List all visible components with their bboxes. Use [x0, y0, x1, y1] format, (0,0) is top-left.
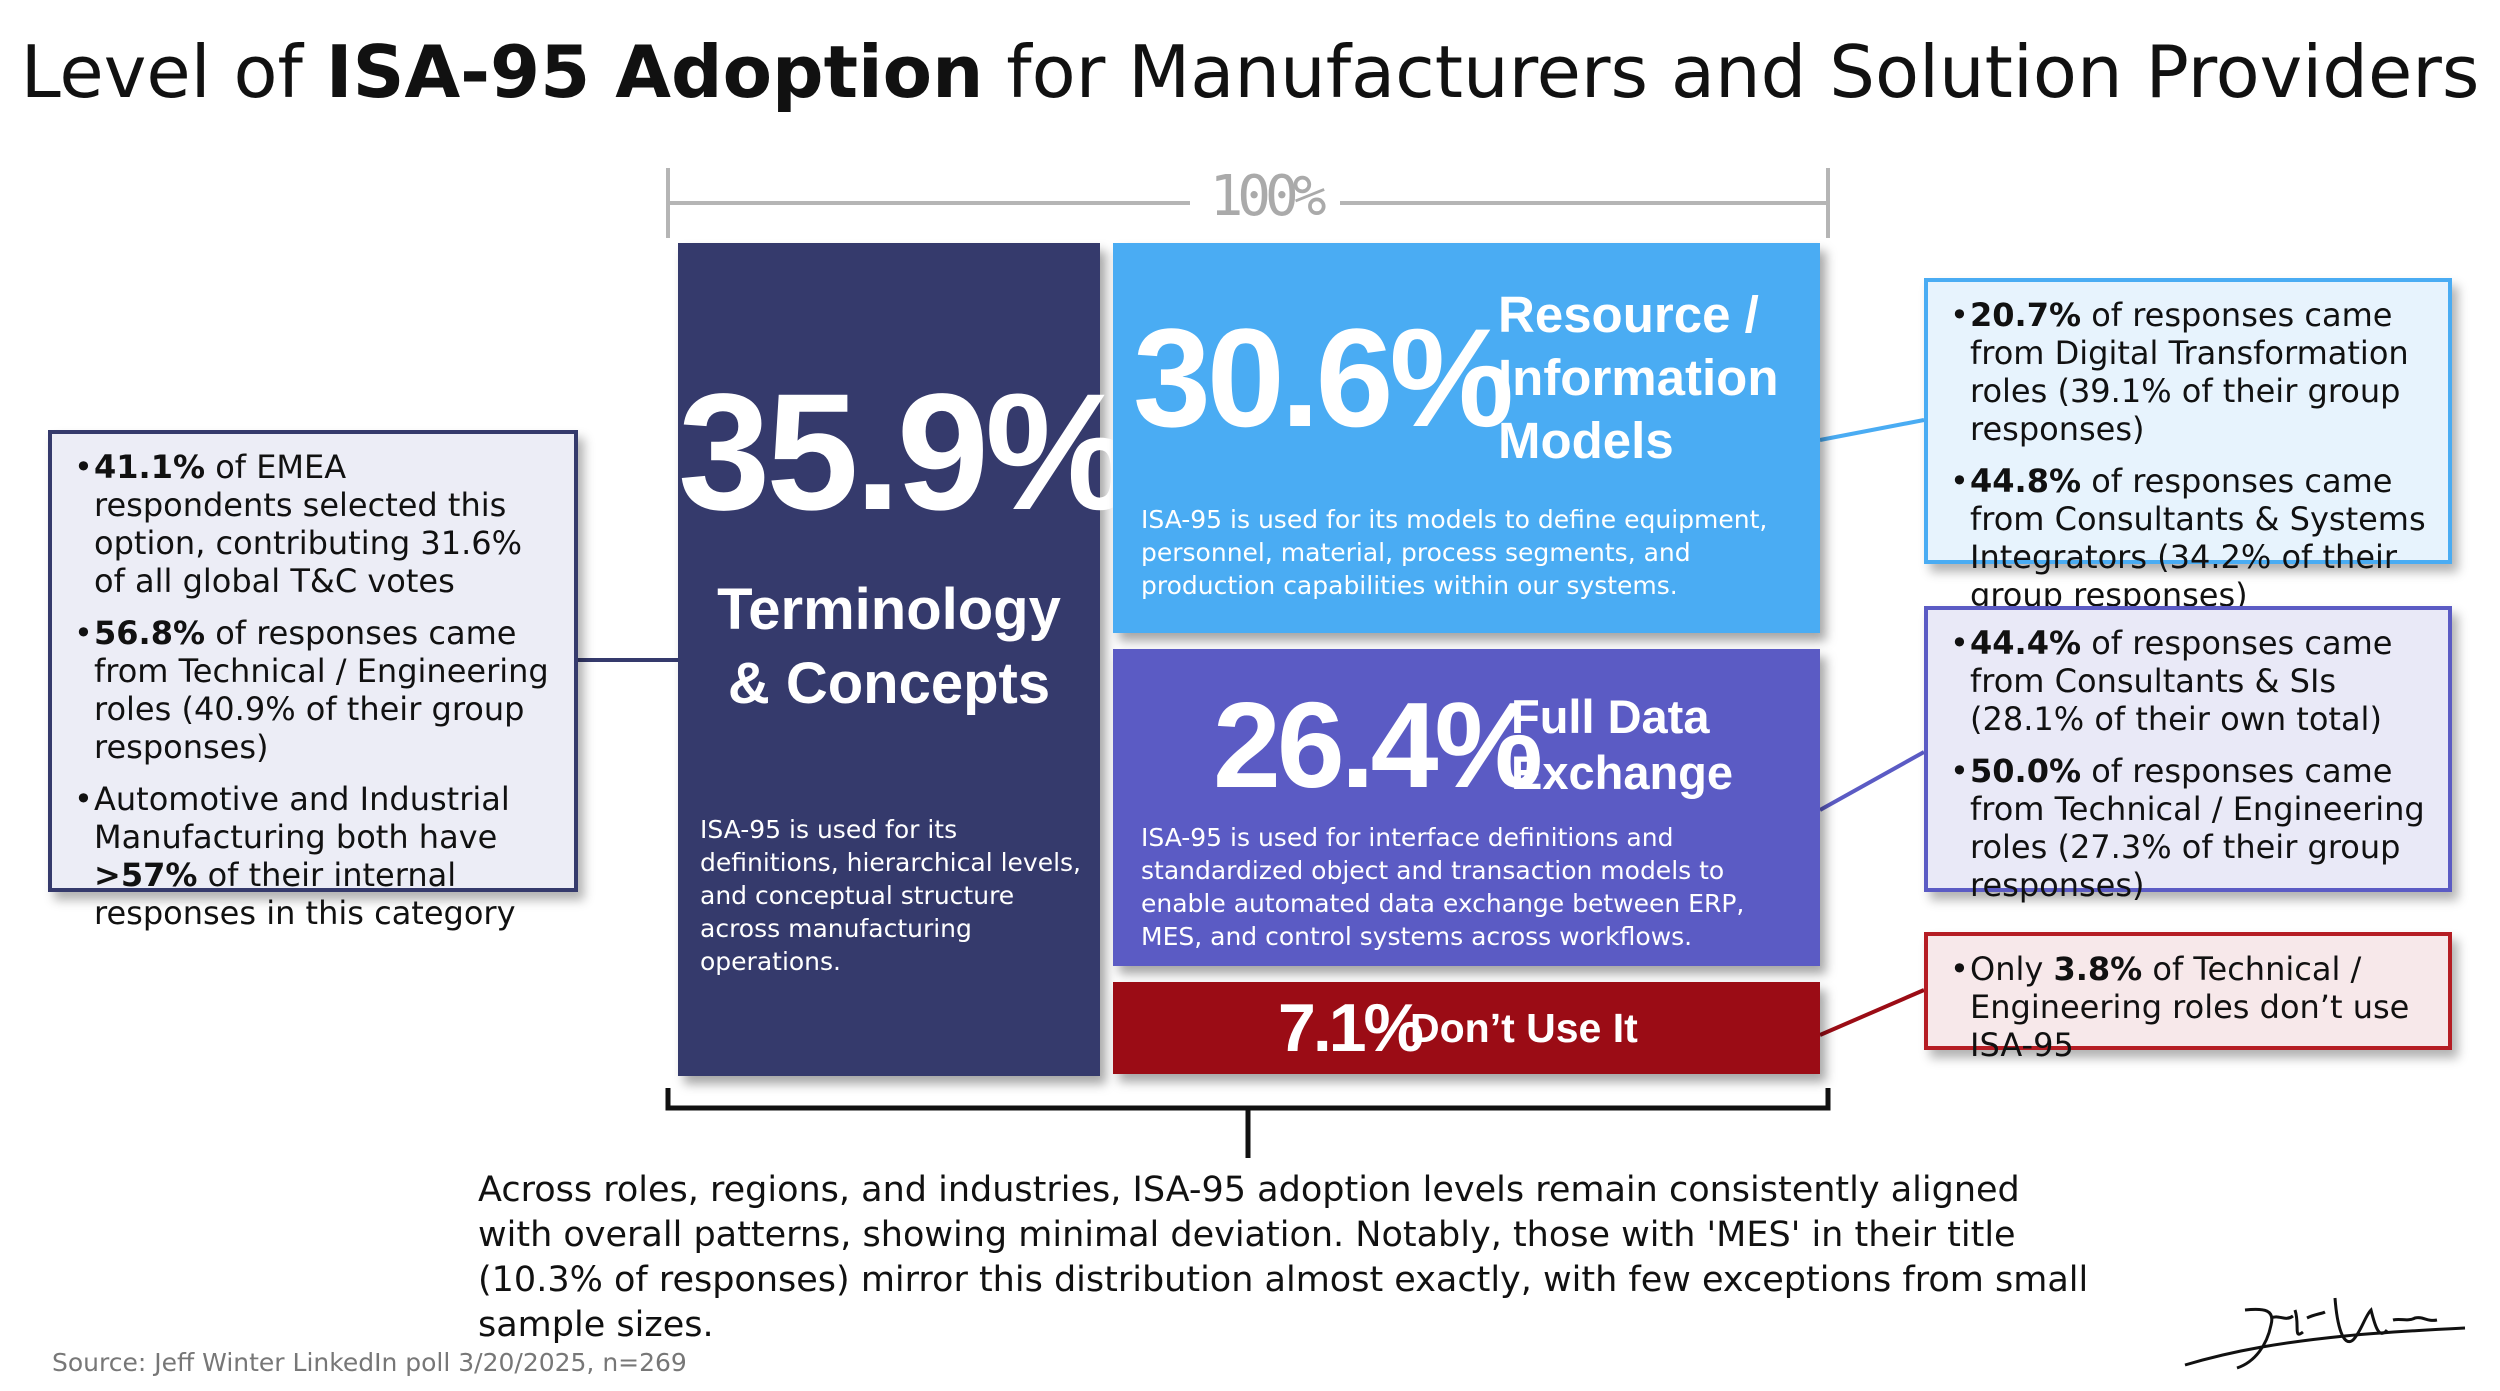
segment-exchange: 26.4% Full Data Exchange ISA-95 is used … [1113, 649, 1820, 966]
segment-exchange-label: Full Data Exchange [1511, 690, 1734, 799]
summary-text: Across roles, regions, and industries, I… [478, 1170, 2089, 1345]
scale-label: 100% [1200, 164, 1330, 229]
callout-item: Automotive and Industrial Manufacturing … [74, 780, 552, 932]
connector-dont-use [1819, 988, 1925, 1037]
segment-resource-label: Resource / Information Models [1498, 286, 1779, 469]
segment-exchange-value: 26.4% [1213, 677, 1543, 813]
scale-bracket [666, 168, 1830, 238]
callout-item: 50.0% of responses came from Technical /… [1950, 752, 2426, 904]
source-note: Source: Jeff Winter LinkedIn poll 3/20/2… [52, 1348, 687, 1377]
connector-exchange [1819, 750, 1925, 812]
callout-item: 44.4% of responses came from Consultants… [1950, 624, 2426, 738]
segment-terminology-value: 35.9% [678, 360, 1133, 545]
callout-item: 41.1% of EMEA respondents selected this … [74, 448, 552, 600]
callout-exchange: 44.4% of responses came from Consultants… [1924, 606, 2452, 904]
segment-resource: 30.6% Resource / Information Models ISA-… [1113, 243, 1820, 633]
segment-terminology-description: ISA-95 is used for its definitions, hier… [700, 815, 1082, 976]
callout-item: 44.8% of responses came from Consultants… [1950, 462, 2426, 614]
connector-resource [1819, 418, 1925, 442]
segment-terminology: 35.9% Terminology & Concepts ISA-95 is u… [678, 243, 1133, 1076]
segment-exchange-description: ISA-95 is used for interface definitions… [1141, 823, 1745, 951]
signature [2184, 1297, 2466, 1370]
callout-terminology: 41.1% of EMEA respondents selected this … [48, 430, 578, 932]
segment-resource-description: ISA-95 is used for its models to define … [1141, 505, 1768, 600]
callout-item: Only 3.8% of Technical / Engineering rol… [1950, 950, 2426, 1064]
segment-dont-use-value: 7.1% [1278, 990, 1424, 1066]
callout-item: 20.7% of responses came from Digital Tra… [1950, 296, 2426, 448]
bottom-bracket [665, 1088, 1831, 1158]
segment-terminology-label: Terminology & Concepts [717, 577, 1061, 716]
segment-resource-value: 30.6% [1133, 299, 1514, 456]
callout-resource: 20.7% of responses came from Digital Tra… [1924, 278, 2452, 614]
callout-dont-use: Only 3.8% of Technical / Engineering rol… [1924, 932, 2452, 1064]
page-title: Level of ISA-95 Adoption for Manufacture… [20, 30, 2480, 114]
segment-dont-use-label: Don’t Use It [1410, 1005, 1638, 1051]
segment-dont-use: 7.1% Don’t Use It [1113, 982, 1820, 1074]
callout-item: 56.8% of responses came from Technical /… [74, 614, 552, 766]
